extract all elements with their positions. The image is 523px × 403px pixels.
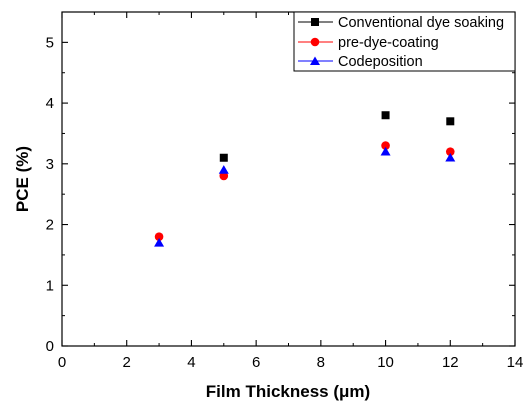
y-tick-label: 1: [46, 277, 54, 294]
legend: Conventional dye soaking pre-dye-coating…: [293, 11, 516, 72]
data-point-circle: [445, 147, 455, 156]
y-tick-label: 3: [46, 156, 54, 173]
x-tick-label: 0: [58, 354, 66, 371]
x-tick-label: 12: [442, 354, 459, 371]
x-tick-label: 14: [507, 354, 523, 371]
data-point-square: [381, 111, 390, 120]
x-tick-label: 8: [317, 354, 325, 371]
legend-marker-circle: [310, 37, 320, 47]
x-tick-label: 4: [187, 354, 195, 371]
legend-label-pre-dye-coating: pre-dye-coating: [338, 35, 439, 51]
legend-item-pre-dye-coating: pre-dye-coating: [298, 35, 439, 51]
legend-item-conventional: Conventional dye soaking: [298, 15, 504, 31]
data-point-circle: [219, 171, 229, 181]
legend-label-conventional: Conventional dye soaking: [338, 15, 504, 31]
data-point-triangle: [154, 237, 165, 247]
y-tick-label: 0: [46, 338, 54, 355]
data-point-circle: [381, 141, 390, 150]
x-tick-label: 6: [252, 354, 260, 371]
y-axis-title: PCE (%): [13, 146, 32, 212]
data-points: [154, 111, 456, 247]
legend-marker-square: [311, 18, 319, 26]
data-point-triangle: [218, 165, 229, 174]
y-tick-label: 5: [46, 34, 54, 51]
data-point-circle: [154, 232, 164, 241]
data-point-triangle: [380, 146, 391, 156]
legend-marker-triangle: [310, 56, 320, 65]
x-tick-label: 2: [123, 354, 131, 371]
y-tick-label: 4: [46, 95, 54, 112]
x-tick-label: 10: [377, 354, 394, 371]
legend-item-codeposition: Codeposition: [298, 54, 423, 70]
data-point-square: [219, 153, 228, 162]
y-tick-label: 2: [46, 217, 54, 234]
legend-label-codeposition: Codeposition: [338, 54, 423, 70]
data-point-triangle: [445, 152, 456, 162]
data-point-square: [446, 117, 455, 126]
x-axis-title: Film Thickness (μm): [206, 382, 370, 401]
